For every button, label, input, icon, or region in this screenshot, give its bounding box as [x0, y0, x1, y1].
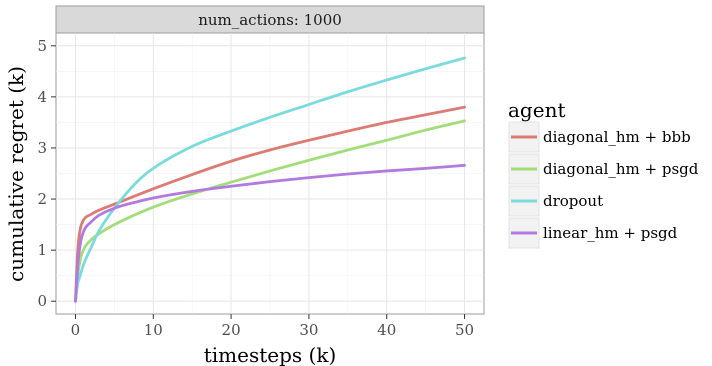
series-line-diagonal-hm-bbb [74, 105, 466, 303]
x-tick-label: 10 [144, 321, 163, 339]
y-tick-label: 5 [37, 37, 47, 55]
x-tick-label: 20 [222, 321, 241, 339]
y-axis-title: cumulative regret (k) [4, 66, 28, 282]
legend-label-diagonal-hm-bbb: diagonal_hm + bbb [543, 128, 691, 146]
x-tick-label: 50 [455, 321, 474, 339]
y-tick-label: 0 [37, 292, 47, 310]
legend-title: agent [508, 98, 565, 122]
series-line-linear-hm-psgd [74, 163, 466, 303]
x-tick-label: 40 [377, 321, 396, 339]
x-axis-title: timesteps (k) [204, 343, 337, 366]
legend-label-diagonal-hm-psgd: diagonal_hm + psgd [543, 160, 699, 178]
y-axis-ticks: 0 1 2 3 4 5 [37, 37, 56, 310]
y-tick-label: 4 [37, 88, 47, 106]
y-tick-label: 2 [37, 190, 47, 208]
series-lines [74, 56, 466, 303]
legend-label-linear-hm-psgd: linear_hm + psgd [543, 224, 678, 242]
x-axis-ticks: 0 10 20 30 40 50 [71, 314, 474, 339]
x-tick-label: 0 [71, 321, 81, 339]
y-tick-label: 3 [37, 139, 47, 157]
y-tick-label: 1 [37, 241, 47, 259]
legend: diagonal_hm + bbb diagonal_hm + psgd dropo… [508, 121, 699, 249]
facet-label: num_actions: 1000 [198, 11, 342, 29]
series-line-dropout [74, 56, 466, 303]
facet-strip [55, 5, 485, 34]
x-tick-label: 30 [299, 321, 318, 339]
series-line-diagonal-hm-psgd [74, 119, 466, 303]
legend-label-dropout: dropout [543, 192, 603, 210]
